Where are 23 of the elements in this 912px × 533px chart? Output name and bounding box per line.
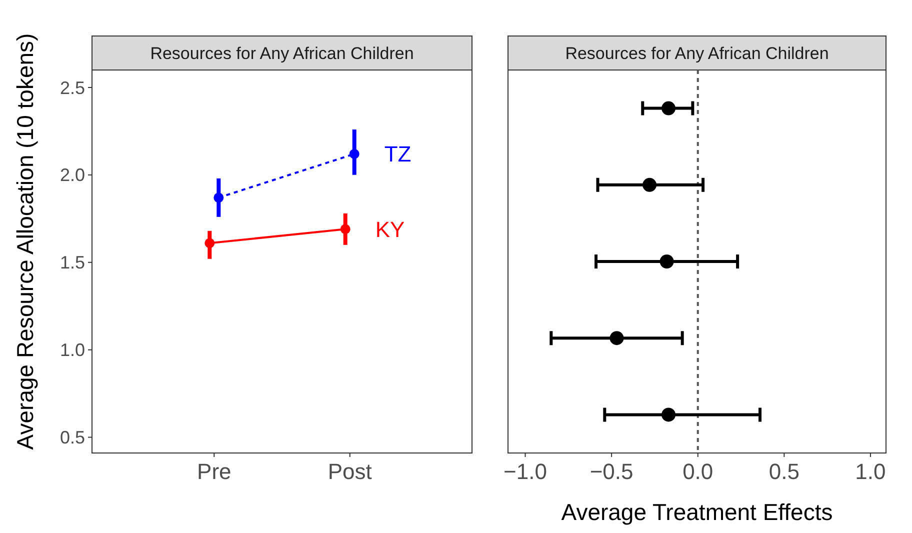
series-label: KY [375,216,406,242]
point [662,408,676,422]
series-label: TZ [384,142,412,167]
y-tick-label: 0.5 [60,428,85,448]
y-tick-label: 1.5 [60,252,85,273]
x-tick-label: 0.0 [682,459,714,484]
x-tick-label: −0.5 [590,459,634,484]
x-tick-label: 1.0 [855,459,886,484]
y-tick-label: 1.0 [60,340,85,360]
x-tick-label: −1.0 [504,459,547,484]
chart-title: Resources for Any African Children [565,44,829,63]
x-axis-title: Average Treatment Effects [561,499,833,525]
chart-title: Resources for Any African Children [150,44,414,63]
x-tick-label: Post [328,459,372,484]
y-tick-label: 2.0 [60,165,85,186]
x-tick-label: Pre [197,459,232,484]
point [660,254,674,268]
point [610,331,624,346]
y-tick-label: 2.5 [60,78,85,98]
point [662,101,676,116]
point [642,178,657,192]
y-axis-title: Average Resource Allocation (10 tokens) [12,33,38,450]
x-tick-label: 0.5 [768,459,800,484]
